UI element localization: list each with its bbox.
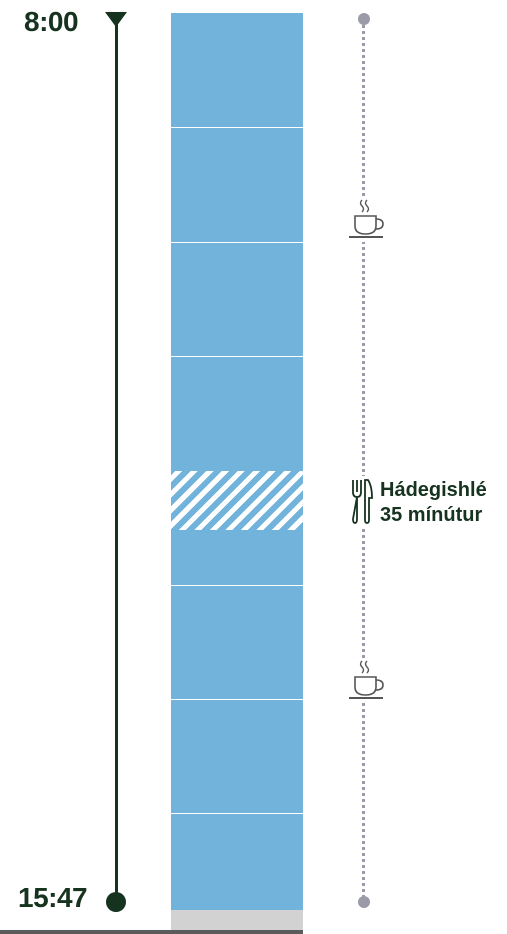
work-segment <box>171 813 303 910</box>
work-segment <box>171 356 303 471</box>
work-segment <box>171 585 303 699</box>
end-time-label: 15:47 <box>18 882 88 913</box>
work-segment <box>171 242 303 356</box>
start-triangle-marker <box>105 12 127 27</box>
work-segment <box>171 699 303 813</box>
lunch-break-title: Hádegishlé <box>380 479 487 501</box>
work-segment <box>171 127 303 242</box>
end-dot-marker <box>106 892 126 912</box>
lunch-break-segment <box>171 471 303 530</box>
track-end-dot <box>358 896 370 908</box>
lunch-break-duration: 35 mínútur <box>380 504 483 526</box>
work-segment <box>171 530 303 585</box>
lunch-break-label: Hádegishlé 35 mínútur <box>380 478 487 528</box>
remainder-segment <box>171 910 303 930</box>
start-time-label: 8:00 <box>24 6 79 37</box>
work-segment <box>171 13 303 127</box>
track-start-dot <box>358 13 370 25</box>
coffee-cup-icon <box>349 199 384 238</box>
break-track <box>362 20 365 903</box>
coffee-cup-icon <box>349 660 384 699</box>
baseline <box>0 930 303 934</box>
timeline-axis <box>115 18 118 902</box>
fork-knife-icon <box>352 479 373 524</box>
